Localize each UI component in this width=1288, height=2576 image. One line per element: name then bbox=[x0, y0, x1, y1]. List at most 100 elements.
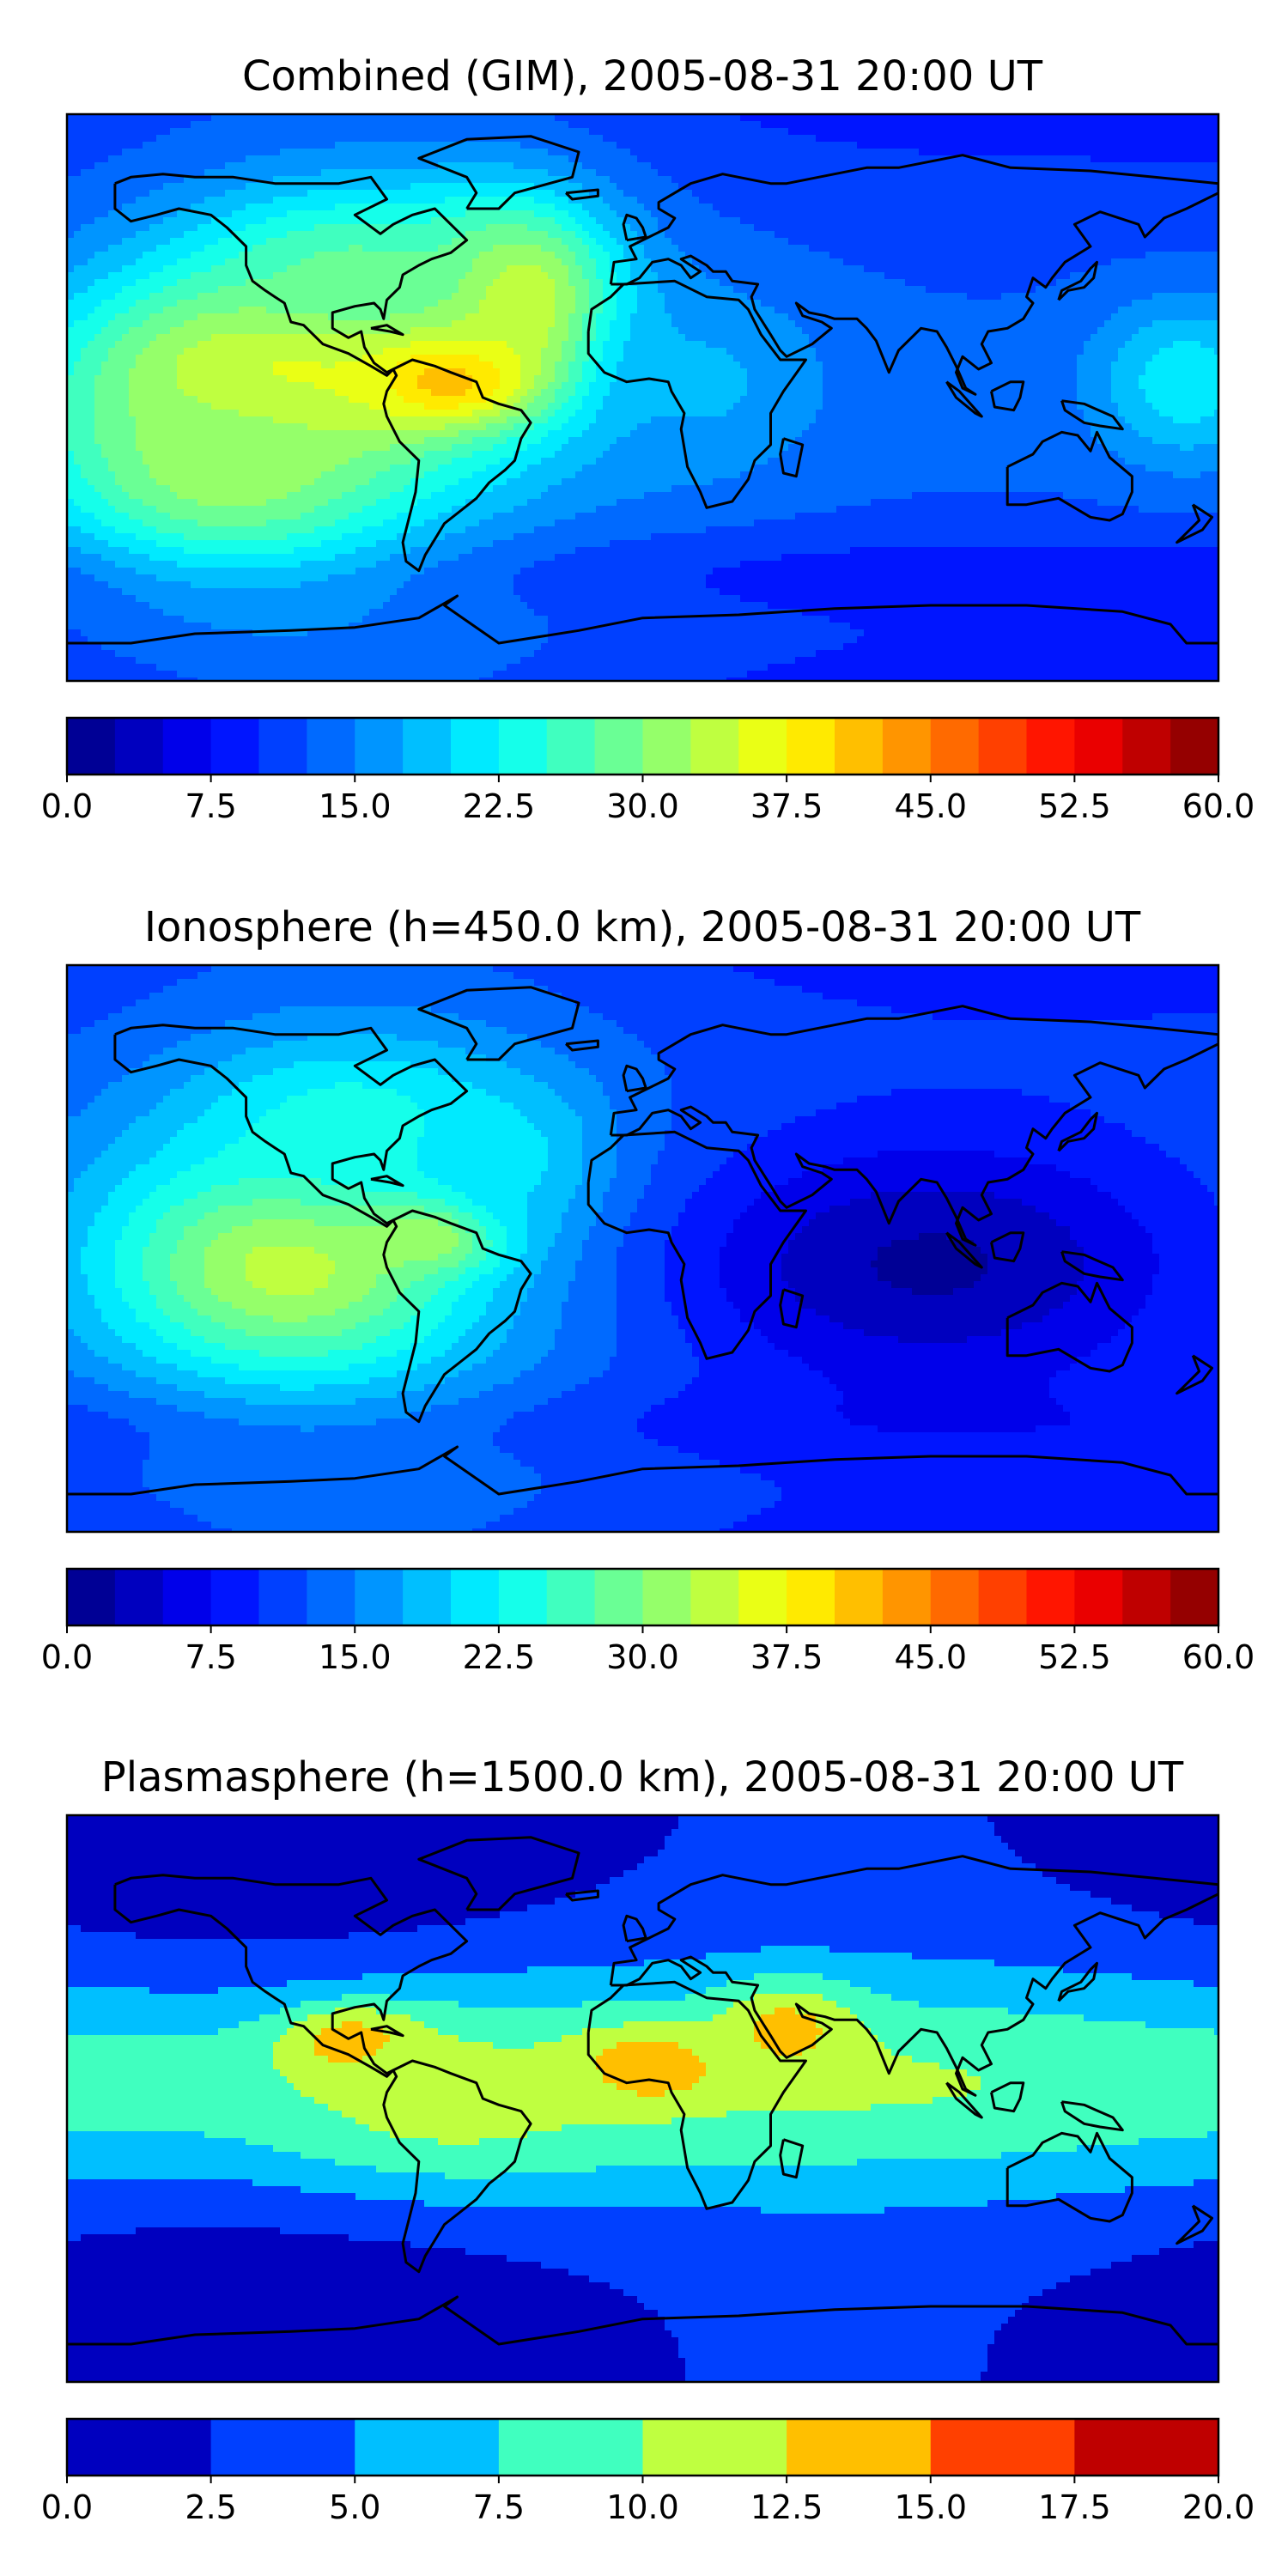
coastline bbox=[622, 213, 647, 242]
colorbar-segment bbox=[642, 1569, 691, 1625]
colorbar-segment bbox=[114, 718, 164, 775]
coastline bbox=[779, 437, 805, 478]
colorbar-segment bbox=[355, 1569, 404, 1625]
colorbar-segment bbox=[787, 2419, 932, 2476]
colorbar-combined: 0.0 7.5 15.0 22.5 30.0 37.5 45.0 52.5 60.0 bbox=[41, 716, 1255, 825]
map-frame bbox=[65, 112, 1220, 683]
coastline bbox=[622, 1914, 647, 1943]
coastline bbox=[67, 594, 1218, 645]
colorbar-tick-label: 15.0 bbox=[319, 1638, 392, 1676]
colorbar-segment bbox=[787, 1569, 835, 1625]
panel-title: Plasmasphere (h=1500.0 km), 2005-08-31 2… bbox=[101, 1753, 1184, 1801]
colorbar-segment bbox=[210, 1569, 260, 1625]
colorbar-segment bbox=[403, 718, 452, 775]
coastline bbox=[1176, 503, 1213, 544]
colorbar-segment bbox=[1122, 718, 1171, 775]
colorbar-tick-label: 17.5 bbox=[1038, 2488, 1111, 2526]
colorbar-segment bbox=[690, 718, 739, 775]
colorbar-tick-label: 52.5 bbox=[1038, 1638, 1111, 1676]
map-frame bbox=[65, 963, 1220, 1534]
colorbar-segment bbox=[1122, 1569, 1171, 1625]
colorbar-segment bbox=[642, 718, 691, 775]
coastline bbox=[1005, 1281, 1133, 1373]
coastline bbox=[586, 1980, 807, 2210]
colorbar-tick-label: 22.5 bbox=[463, 787, 536, 825]
coastline bbox=[945, 1231, 983, 1269]
colorbar-segment bbox=[594, 718, 644, 775]
colorbar-tick-label: 7.5 bbox=[185, 787, 236, 825]
panel-title: Ionosphere (h=450.0 km), 2005-08-31 20:0… bbox=[144, 903, 1141, 951]
colorbar-tick-label: 30.0 bbox=[606, 787, 679, 825]
colorbar-tick-label: 5.0 bbox=[329, 2488, 380, 2526]
colorbar-tick-label: 45.0 bbox=[894, 1638, 967, 1676]
colorbar-segment bbox=[355, 2419, 500, 2476]
coastline bbox=[1176, 2204, 1213, 2245]
colorbar-ionosphere: 0.0 7.5 15.0 22.5 30.0 37.5 45.0 52.5 60.0 bbox=[41, 1567, 1255, 1676]
colorbar-tick-label: 52.5 bbox=[1038, 787, 1111, 825]
colorbar-segment bbox=[1074, 2419, 1219, 2476]
colorbar-segment bbox=[690, 1569, 739, 1625]
colorbar-segment bbox=[1026, 1569, 1075, 1625]
colorbar-segment bbox=[642, 2419, 787, 2476]
colorbar-tick-label: 0.0 bbox=[41, 787, 93, 825]
tec-map-plasmasphere bbox=[67, 1815, 1218, 2382]
colorbar-tick-label: 7.5 bbox=[185, 1638, 236, 1676]
coastline bbox=[586, 279, 807, 509]
coastline bbox=[779, 1288, 805, 1329]
colorbar-segment bbox=[930, 2419, 1075, 2476]
colorbar-segment bbox=[1026, 718, 1075, 775]
colorbar-segment bbox=[67, 2419, 212, 2476]
colorbar-tick-label: 0.0 bbox=[41, 2488, 93, 2526]
colorbar-tick-label: 2.5 bbox=[185, 2488, 236, 2526]
colorbar-segment bbox=[162, 718, 212, 775]
tec-field bbox=[67, 1815, 1218, 2382]
coastline bbox=[945, 2081, 983, 2119]
colorbar-tick-label: 12.5 bbox=[750, 2488, 823, 2526]
colorbar-segment bbox=[307, 718, 355, 775]
coastline bbox=[1060, 2100, 1124, 2132]
coastline bbox=[565, 1889, 599, 1902]
coastline bbox=[622, 1064, 647, 1093]
coastline bbox=[417, 135, 580, 210]
colorbar-segment bbox=[498, 718, 548, 775]
coastline bbox=[990, 1231, 1025, 1263]
colorbar-tick-label: 15.0 bbox=[894, 2488, 967, 2526]
colorbar-segment bbox=[307, 1569, 355, 1625]
coastline bbox=[779, 2138, 805, 2179]
colorbar-segment bbox=[1170, 1569, 1219, 1625]
coastline bbox=[113, 1874, 469, 2078]
colorbar-segment bbox=[594, 1569, 644, 1625]
colorbar-segment bbox=[546, 1569, 596, 1625]
coastline bbox=[1176, 1354, 1213, 1395]
coastline bbox=[382, 1209, 532, 1424]
colorbar-segment bbox=[355, 718, 404, 775]
coastline bbox=[382, 2059, 532, 2274]
coastline bbox=[67, 1445, 1218, 1496]
coastline bbox=[1060, 1250, 1124, 1282]
colorbar-segment bbox=[162, 1569, 212, 1625]
colorbar-segment bbox=[738, 1569, 787, 1625]
colorbar-segment bbox=[930, 718, 980, 775]
coastline bbox=[113, 173, 469, 377]
coastline bbox=[1005, 430, 1133, 522]
coastline bbox=[113, 1024, 469, 1228]
colorbar-segment bbox=[1170, 718, 1219, 775]
colorbar-segment bbox=[978, 1569, 1028, 1625]
tec-field bbox=[67, 965, 1218, 1532]
coastline bbox=[990, 380, 1025, 412]
colorbar-segment bbox=[882, 718, 932, 775]
colorbar-tick-label: 60.0 bbox=[1182, 787, 1255, 825]
colorbar-plasmasphere: 0.0 2.5 5.0 7.5 10.0 12.5 15.0 17.5 20.0 bbox=[41, 2417, 1255, 2526]
colorbar-segment bbox=[882, 1569, 932, 1625]
colorbar-segment bbox=[258, 718, 307, 775]
colorbar-segment bbox=[258, 1569, 307, 1625]
colorbar-segment bbox=[498, 2419, 644, 2476]
colorbar-segment bbox=[67, 718, 116, 775]
colorbar-segment bbox=[835, 718, 884, 775]
colorbar-tick-label: 7.5 bbox=[473, 2488, 525, 2526]
colorbar-segment bbox=[1074, 718, 1123, 775]
coastline bbox=[417, 986, 580, 1061]
coastline bbox=[417, 1836, 580, 1911]
panel-plasmasphere: Plasmasphere (h=1500.0 km), 2005-08-31 2… bbox=[41, 1753, 1255, 2526]
